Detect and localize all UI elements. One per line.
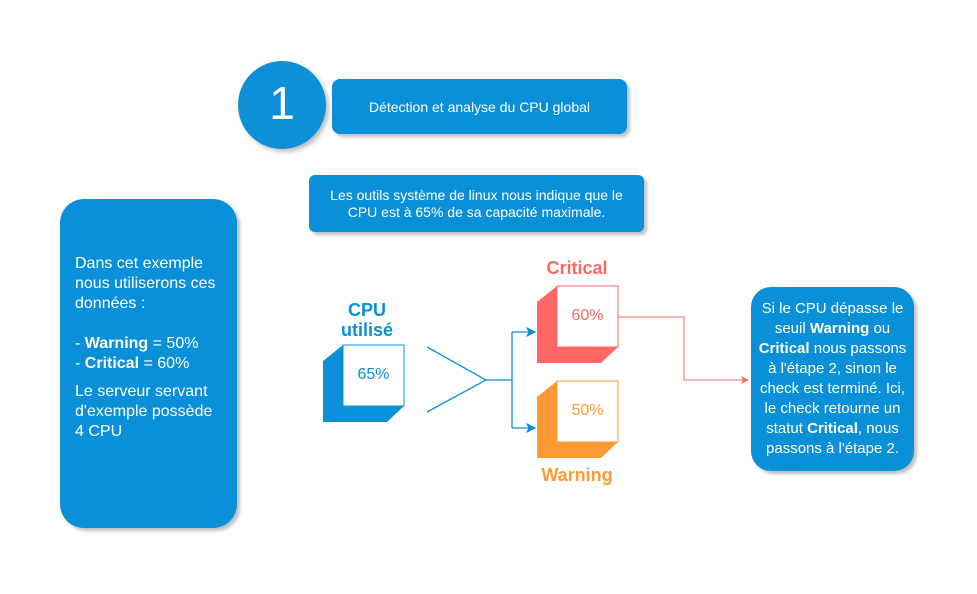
step-circle	[238, 61, 326, 149]
result-text: Si le CPU dépasse le seuil Warning ou Cr…	[758, 300, 907, 457]
info-text: Les outils système de linux nous indique…	[330, 186, 623, 220]
warning-param: - Warning = 50%	[75, 335, 199, 352]
critical-cube-face	[556, 285, 619, 348]
cpu-label: CPU utilisé	[340, 300, 393, 340]
step-title-text: Détection et analyse du CPU global	[368, 98, 591, 115]
warning-cube-face	[556, 380, 619, 443]
step-title: Détection et analyse du CPU global	[332, 79, 627, 134]
server-info: Le serveur servant d'exemple possède 4 C…	[75, 383, 213, 440]
critical-param: - Critical = 60%	[75, 355, 190, 372]
warning-cube-shadow	[537, 381, 618, 458]
cpu-value: 65%	[357, 366, 390, 383]
warning-value: 50%	[571, 402, 604, 419]
critical-arrow	[618, 316, 749, 384]
warning-label: Warning	[541, 465, 613, 485]
result-box: Si le CPU dépasse le seuil Warning ou Cr…	[751, 287, 914, 471]
cpu-cube-face	[342, 344, 405, 407]
critical-label: Critical	[546, 258, 608, 278]
critical-cube-shadow	[537, 286, 618, 363]
step-number: 1	[269, 77, 295, 129]
critical-value: 60%	[571, 307, 604, 324]
compare-connector	[426, 326, 537, 434]
parameters-box: Dans cet exemple nous utiliserons ces do…	[60, 199, 237, 528]
info-box: Les outils système de linux nous indique…	[309, 175, 644, 232]
cpu-cube-shadow	[323, 345, 404, 422]
parameters-intro: Dans cet exemple nous utiliserons ces do…	[75, 255, 216, 312]
